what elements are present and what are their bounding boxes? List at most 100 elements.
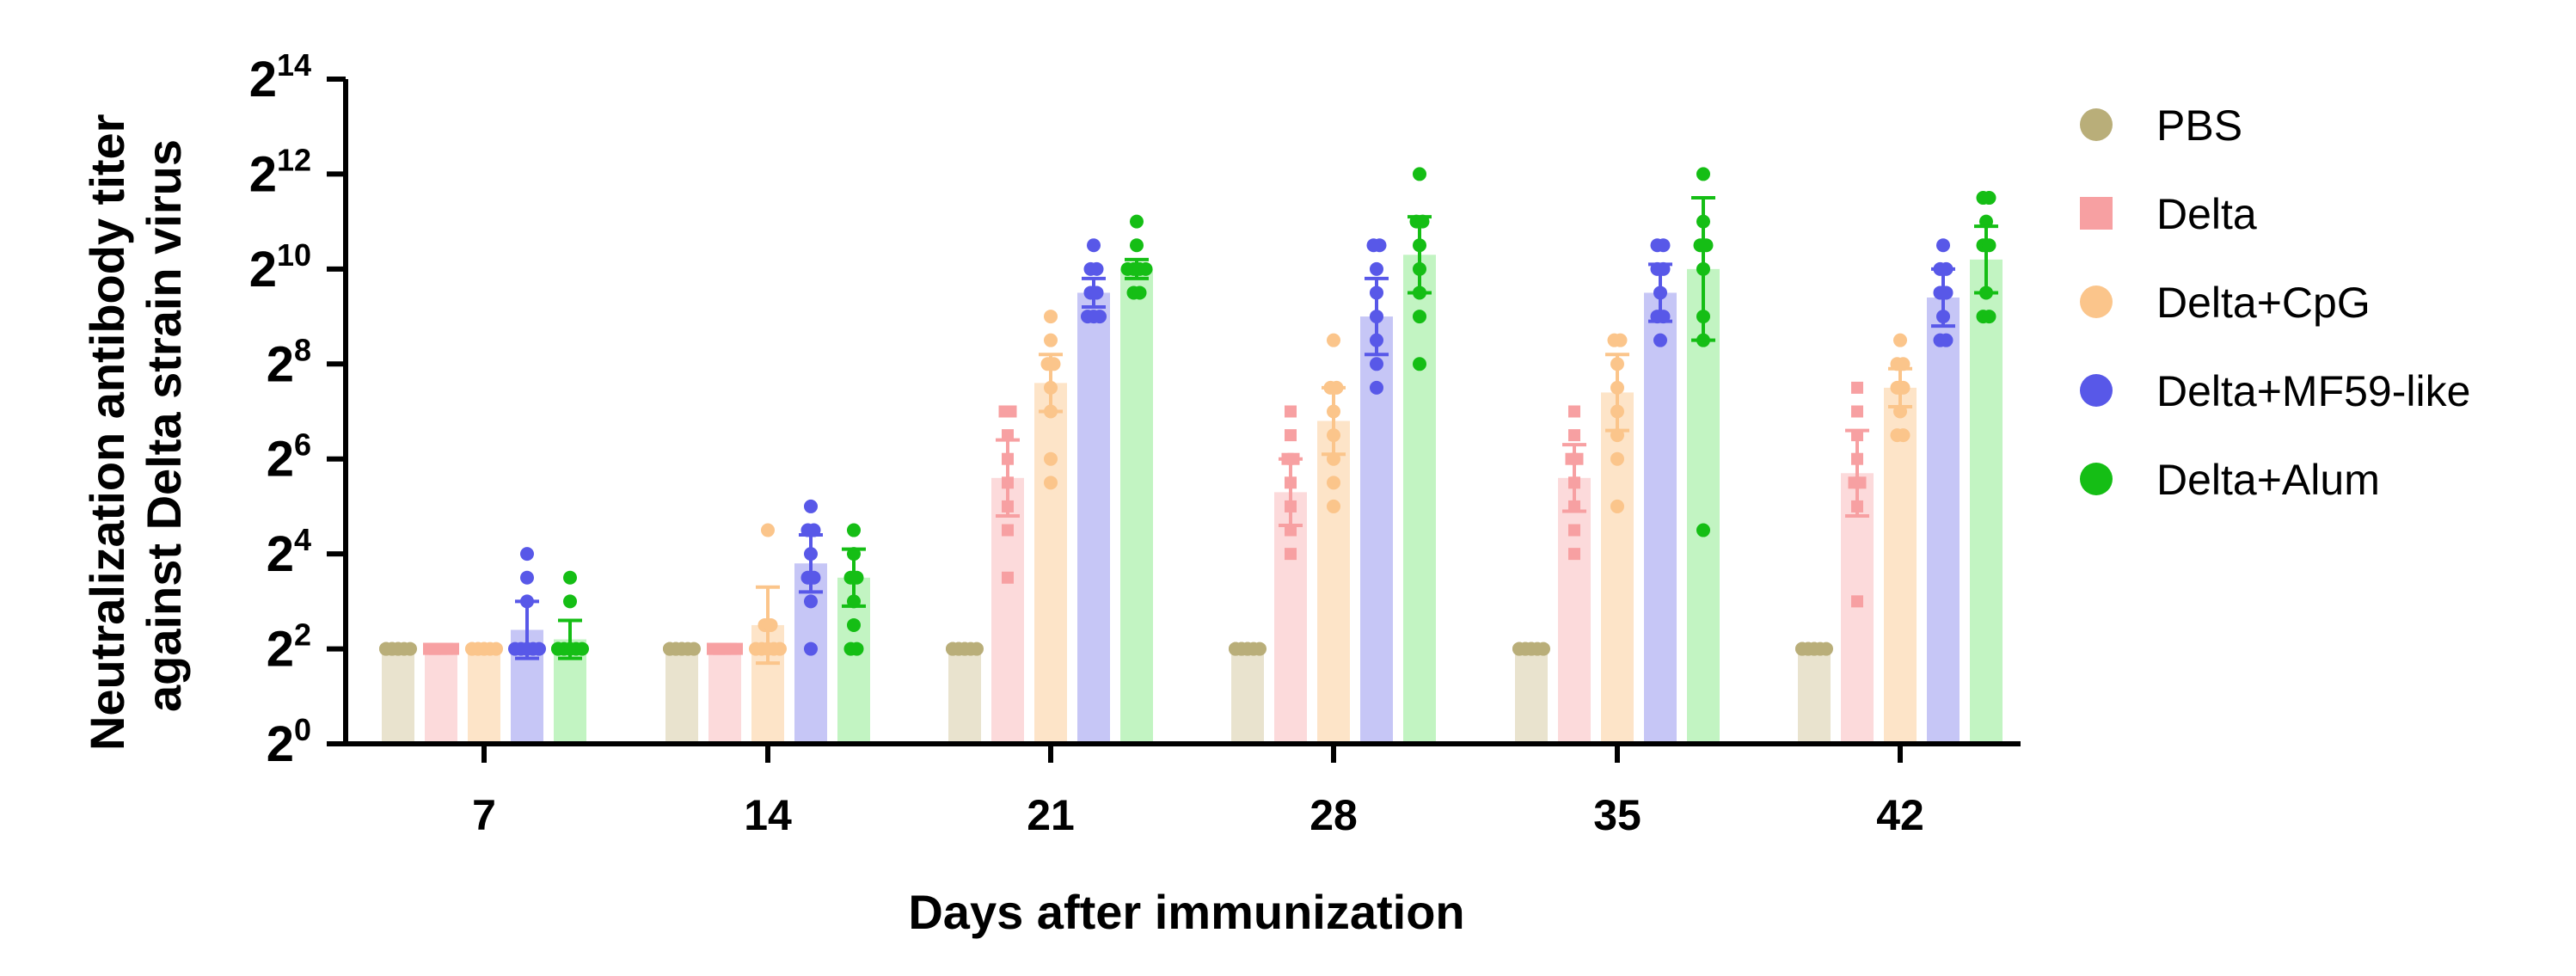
bar [1317, 420, 1350, 744]
x-tick-label: 35 [1593, 791, 1641, 839]
data-point [1093, 310, 1107, 324]
y-tick-label: 24 [267, 522, 311, 582]
data-point [1241, 641, 1254, 656]
data-point [764, 617, 778, 632]
data-point [1696, 167, 1710, 181]
y-tick-exponent: 4 [294, 522, 311, 557]
y-tick-label: 212 [249, 142, 311, 202]
bar [1515, 648, 1548, 744]
data-point [435, 642, 447, 655]
bar [1558, 477, 1591, 744]
y-tick-label: 214 [249, 47, 311, 107]
data-point [1044, 310, 1058, 324]
data-point [1130, 238, 1144, 253]
data-point [958, 641, 972, 656]
y-tick-exponent: 0 [294, 712, 311, 747]
data-point [1568, 405, 1580, 418]
legend-marker [2080, 285, 2113, 318]
data-point [847, 523, 861, 537]
y-tick-base: 2 [249, 52, 277, 107]
bar [1970, 259, 2003, 744]
bar [1841, 473, 1874, 744]
data-point [804, 641, 818, 656]
data-point [1982, 238, 1996, 253]
x-axis-title: Days after immunization [908, 885, 1464, 939]
data-point [849, 570, 864, 585]
data-point [1002, 524, 1014, 537]
data-point [575, 641, 589, 656]
data-point [1536, 641, 1550, 656]
bar [1601, 392, 1634, 744]
data-point [1253, 641, 1267, 656]
data-point [1613, 333, 1628, 347]
data-point [1004, 405, 1017, 418]
bar [1231, 648, 1264, 744]
data-point [520, 547, 534, 562]
data-point [563, 594, 577, 609]
legend-marker [2080, 197, 2113, 230]
data-point [1413, 310, 1426, 324]
bar [1927, 297, 1960, 744]
data-point [1132, 285, 1147, 300]
y-tick-base: 2 [267, 622, 294, 678]
data-point [1087, 238, 1101, 253]
data-point [1413, 357, 1426, 371]
bar [425, 648, 457, 744]
data-point [1327, 333, 1340, 347]
data-point [551, 641, 565, 656]
data-point [1413, 167, 1426, 181]
data-point [731, 642, 743, 655]
error-bars-layer [515, 196, 1998, 666]
x-tick-label: 28 [1309, 791, 1358, 839]
y-tick-label: 26 [267, 427, 311, 488]
data-point [1285, 405, 1297, 418]
data-point [1327, 499, 1340, 513]
data-point [1089, 285, 1104, 300]
y-tick-base: 2 [267, 336, 294, 392]
data-point [1568, 429, 1580, 442]
axes-layer [343, 79, 2021, 746]
y-tick-base: 2 [249, 146, 277, 202]
y-tick-base: 2 [267, 526, 294, 582]
bar [1687, 268, 1720, 744]
data-point [1130, 214, 1144, 229]
data-point [1372, 238, 1387, 253]
data-point [1851, 381, 1863, 394]
data-point [1982, 191, 1996, 206]
legend-label: PBS [2156, 101, 2242, 150]
data-point [447, 642, 459, 655]
bar [468, 648, 500, 744]
x-tick-label: 21 [1027, 791, 1075, 839]
y-tick-exponent: 10 [277, 237, 311, 273]
bar [1403, 255, 1436, 744]
legend-label: Delta+CpG [2156, 279, 2371, 327]
bar [1884, 387, 1917, 744]
data-point [847, 617, 861, 632]
data-point [761, 523, 775, 537]
y-tick-exponent: 6 [294, 427, 311, 463]
data-point [719, 642, 731, 655]
data-point [773, 641, 787, 656]
legend-label: Delta [2156, 190, 2257, 238]
y-tick-exponent: 14 [277, 47, 311, 83]
data-point [489, 641, 503, 656]
data-point [1656, 238, 1671, 253]
data-point [1002, 429, 1014, 442]
data-point [1807, 641, 1821, 656]
data-point [687, 641, 701, 656]
y-axis-title: Neutralization antibody titer against De… [80, 101, 191, 751]
data-point [1046, 357, 1061, 371]
x-tick-label: 42 [1876, 791, 1924, 839]
bars-layer [382, 255, 2003, 744]
data-point [849, 641, 864, 656]
bar [1077, 292, 1110, 744]
x-tick-label: 7 [472, 791, 496, 839]
data-point [520, 570, 534, 585]
data-point [403, 641, 417, 656]
data-point [1939, 285, 1953, 300]
data-point [532, 641, 546, 656]
bar [665, 648, 698, 744]
y-tick-exponent: 12 [277, 142, 311, 177]
points-layer [379, 167, 1996, 656]
